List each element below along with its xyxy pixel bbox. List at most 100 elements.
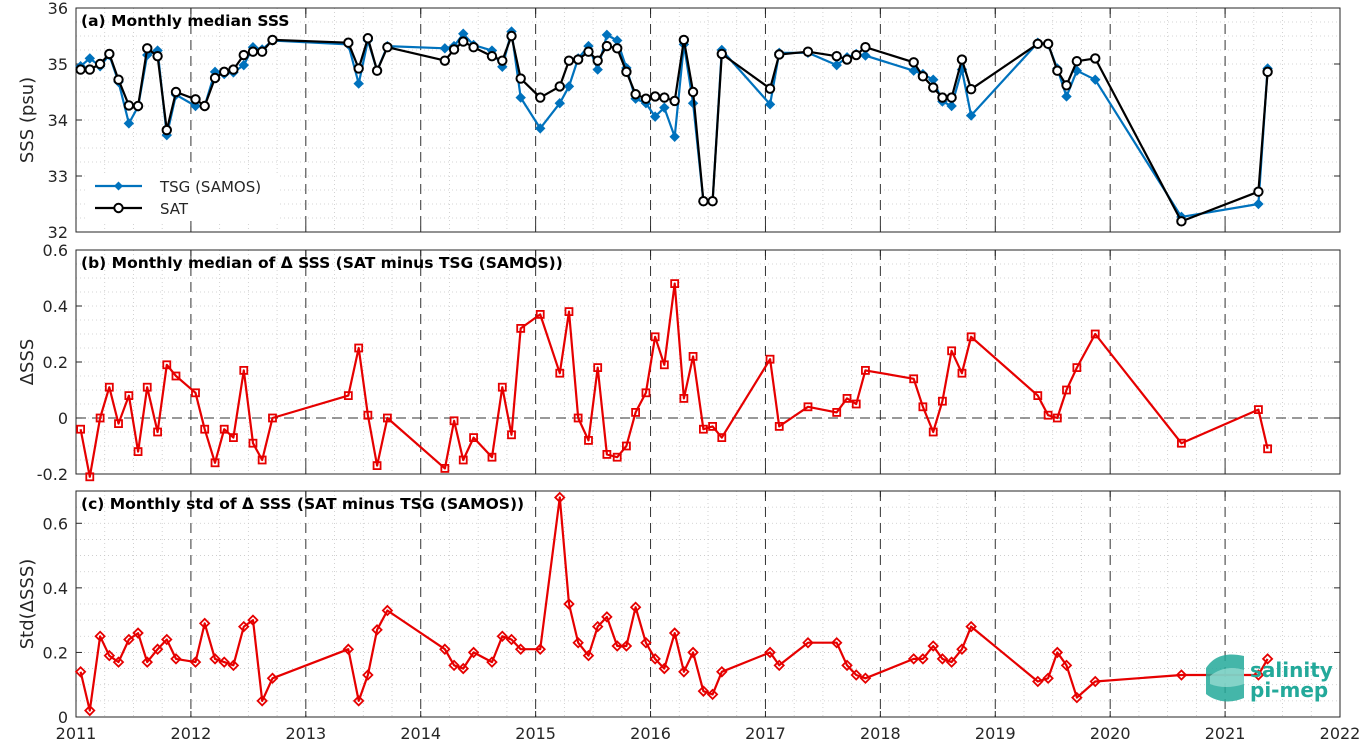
data-point [84,53,95,64]
data-point [630,89,641,100]
data-point [257,455,267,465]
data-point [343,37,354,48]
series-delta-sss [76,279,1273,482]
data-point [956,643,968,655]
data-point [535,123,546,134]
data-point [162,360,172,370]
data-point [247,46,259,57]
data-point [448,659,460,672]
data-point [123,633,135,646]
data-point [75,64,86,75]
data-point [1032,38,1043,50]
data-point [602,449,612,459]
logo-text-salinity: salinity [1250,658,1333,682]
data-point [592,64,603,75]
data-point [803,402,813,412]
data-point [354,343,364,353]
data-point [487,452,497,462]
panel-a-y-axis-label: SSS (psu) [17,77,38,163]
data-point [94,58,106,70]
data-point [84,704,96,717]
data-point [965,620,977,633]
data-point [764,646,776,659]
data-point [947,346,957,356]
data-point [716,666,728,678]
data-point [860,42,871,53]
data-point [774,49,785,60]
data-point [439,55,451,66]
data-point [152,50,163,62]
data-point [554,97,565,109]
data-point [946,92,957,103]
data-point [936,653,949,665]
data-point [938,396,947,406]
data-point [227,659,240,672]
x-tick-label: 2020 [1090,724,1131,743]
data-point [773,659,786,672]
x-tick-label: 2016 [630,724,671,743]
data-point [486,656,498,668]
data-point [256,695,268,707]
data-point [1071,691,1083,704]
data-point [563,598,575,610]
data-point [84,64,95,75]
legend-sat-marker [113,202,124,214]
panel-a-monthly-median-sss: SSS (psu) 32 33 34 35 36 (a) Monthly median S… [17,0,1341,242]
data-point [362,669,374,681]
data-point [841,659,853,672]
data-point [563,55,575,66]
data-point [717,433,727,443]
data-point [612,452,622,462]
data-point [353,78,364,89]
data-point [457,662,470,675]
x-tick-label: 2022 [1320,724,1361,743]
data-point [266,672,279,685]
data-point [141,656,154,668]
y-tick-label: -0.2 [37,465,68,484]
data-point [200,424,210,434]
data-point [467,646,480,659]
data-point [142,43,153,54]
data-point [908,57,919,68]
data-point [198,617,211,630]
data-point [678,34,690,46]
data-point [629,601,642,614]
data-point [909,374,919,384]
data-point [353,63,364,74]
data-point [669,95,680,107]
x-tick-label: 2012 [171,724,212,743]
data-point [917,653,929,665]
data-point [497,55,508,66]
data-point [371,624,383,636]
data-point [859,672,872,685]
data-point [1252,669,1265,681]
data-point [832,407,842,417]
data-point [1262,66,1273,78]
data-point [1072,363,1082,373]
data-point [161,124,172,136]
data-point [956,54,968,65]
data-point [851,49,862,61]
y-tick-label: 0.2 [43,643,68,662]
data-point [170,653,182,665]
data-point [851,399,861,409]
y-tick-label: 0.4 [43,297,68,316]
y-tick-label: 0 [58,409,68,428]
data-point [381,604,394,617]
data-point [650,332,660,342]
data-point [841,54,853,65]
data-point [1090,53,1101,64]
data-point [449,416,459,426]
x-tick-label: 2013 [285,724,326,743]
data-point [707,196,718,207]
legend-sat-label: SAT [160,200,189,218]
data-point [534,643,547,655]
data-point [151,643,164,655]
data-point [439,643,451,655]
data-point [448,44,460,55]
data-point [190,94,201,105]
data-point [764,83,776,94]
y-tick-label: 35 [48,55,68,74]
y-tick-label: 33 [48,167,68,186]
